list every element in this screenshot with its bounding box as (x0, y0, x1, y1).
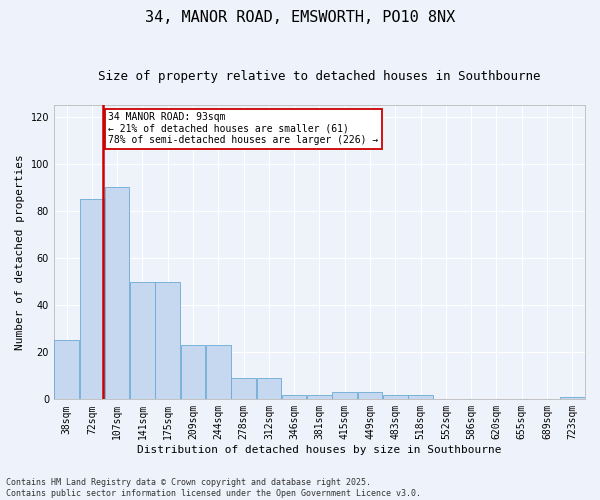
Bar (307, 394, 332, 400)
Bar (181, 345, 205, 400)
Text: 34 MANOR ROAD: 93sqm
← 21% of detached houses are smaller (61)
78% of semi-detac: 34 MANOR ROAD: 93sqm ← 21% of detached h… (108, 112, 379, 146)
Y-axis label: Number of detached properties: Number of detached properties (15, 154, 25, 350)
Bar (206, 345, 230, 400)
Bar (282, 394, 307, 400)
Title: Size of property relative to detached houses in Southbourne: Size of property relative to detached ho… (98, 70, 541, 83)
Bar (155, 282, 180, 400)
X-axis label: Distribution of detached houses by size in Southbourne: Distribution of detached houses by size … (137, 445, 502, 455)
Bar (257, 378, 281, 400)
Bar (54, 340, 79, 400)
Bar (358, 392, 382, 400)
Bar (560, 397, 584, 400)
Bar (332, 392, 357, 400)
Bar (105, 188, 130, 400)
Bar (409, 394, 433, 400)
Text: Contains HM Land Registry data © Crown copyright and database right 2025.
Contai: Contains HM Land Registry data © Crown c… (6, 478, 421, 498)
Text: 34, MANOR ROAD, EMSWORTH, PO10 8NX: 34, MANOR ROAD, EMSWORTH, PO10 8NX (145, 10, 455, 25)
Bar (130, 282, 155, 400)
Bar (232, 378, 256, 400)
Bar (80, 199, 104, 400)
Bar (383, 394, 407, 400)
